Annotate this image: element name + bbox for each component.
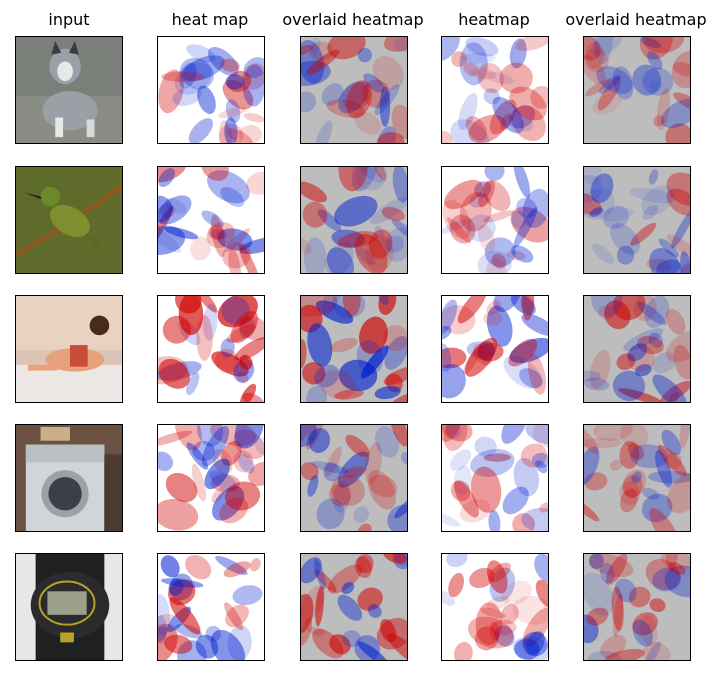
heatmap-image-row-4 xyxy=(441,424,549,532)
overlaid-heatmap-image-2-row-4 xyxy=(583,424,691,532)
overlaid-heatmap-image-row-4 xyxy=(300,424,408,532)
heatmap-image-row-3 xyxy=(441,295,549,403)
heat-map-image-row-5 xyxy=(157,553,265,661)
overlaid-heatmap-image-row-2 xyxy=(300,166,408,274)
overlaid-heatmap-image-2-row-5 xyxy=(583,553,691,661)
input-image-row-5 xyxy=(15,553,123,661)
overlaid-heatmap-image-row-3 xyxy=(300,295,408,403)
heatmap-image-row-2 xyxy=(441,166,549,274)
overlaid-heatmap-image-2-row-3 xyxy=(583,295,691,403)
heat-map-image-row-1 xyxy=(157,36,265,144)
heat-map-image-row-2 xyxy=(157,166,265,274)
heatmap-image-row-5 xyxy=(441,553,549,661)
heat-map-image-row-4 xyxy=(157,424,265,532)
overlaid-heatmap-image-2-row-2 xyxy=(583,166,691,274)
input-image-row-4 xyxy=(15,424,123,532)
column-title-overlaid-heatmap-1: overlaid heatmap xyxy=(282,10,424,29)
input-image-row-3 xyxy=(15,295,123,403)
input-image-row-1 xyxy=(15,36,123,144)
column-title-heatmap: heatmap xyxy=(458,10,530,29)
column-title-heat-map: heat map xyxy=(171,10,249,29)
column-title-input: input xyxy=(48,10,90,29)
overlaid-heatmap-image-row-1 xyxy=(300,36,408,144)
input-image-row-2 xyxy=(15,166,123,274)
heatmap-image-row-1 xyxy=(441,36,549,144)
overlaid-heatmap-image-row-5 xyxy=(300,553,408,661)
overlaid-heatmap-image-2-row-1 xyxy=(583,36,691,144)
heat-map-image-row-3 xyxy=(157,295,265,403)
column-title-overlaid-heatmap-2: overlaid heatmap xyxy=(565,10,707,29)
